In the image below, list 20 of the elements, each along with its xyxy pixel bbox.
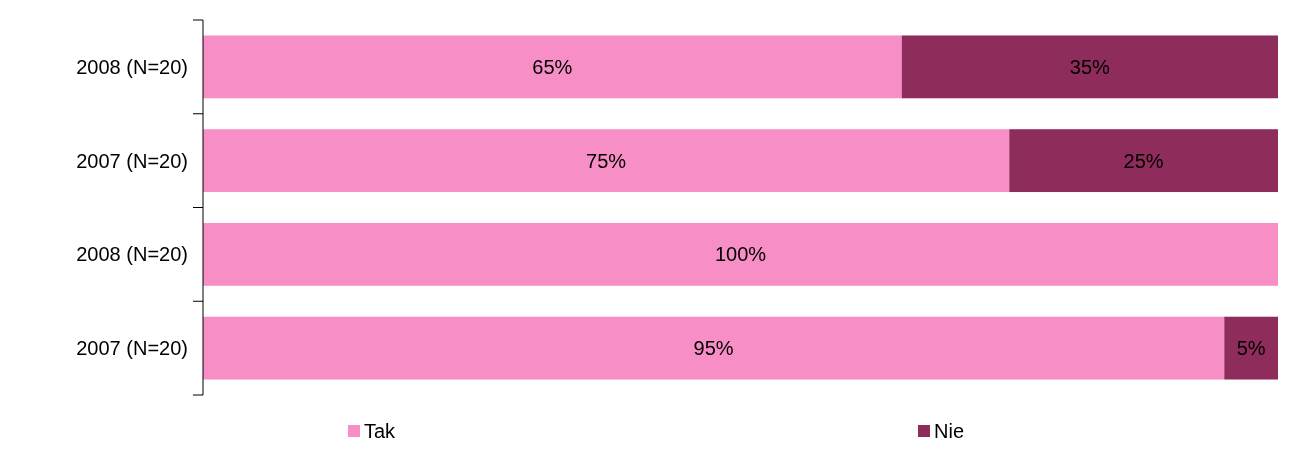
data-label: 35% [1069, 55, 1111, 78]
bar [203, 35, 902, 99]
bar [1009, 129, 1278, 193]
bar [203, 129, 1010, 193]
y-tick-label: 2008 (N=20) [76, 243, 188, 266]
data-label: 100% [714, 243, 767, 266]
bar [1224, 316, 1278, 380]
bar [203, 222, 1278, 286]
bar [203, 316, 1225, 380]
legend-label: Nie [934, 420, 965, 442]
legend-label: Tak [364, 420, 397, 442]
y-tick-label: 2007 (N=20) [76, 149, 188, 172]
data-label: 25% [1123, 149, 1164, 172]
bar [901, 35, 1278, 99]
data-label: 5% [1236, 337, 1266, 360]
y-tick-label: 2008 (N=20) [76, 55, 188, 78]
y-tick-label: 2007 (N=20) [76, 337, 188, 360]
data-label: 95% [693, 337, 734, 360]
data-label: 75% [586, 149, 627, 172]
data-label: 65% [532, 55, 573, 78]
